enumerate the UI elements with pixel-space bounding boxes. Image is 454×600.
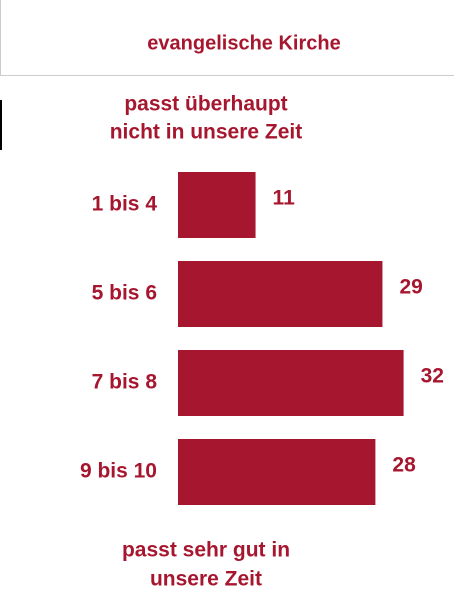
annotation-top: nicht in unsere Zeit (110, 121, 303, 144)
bar (178, 350, 404, 416)
annotation-bottom: unsere Zeit (150, 568, 262, 591)
category-label: 9 bis 10 (80, 460, 157, 483)
category-label: 1 bis 4 (92, 193, 158, 216)
chart-title: evangelische Kirche (147, 32, 340, 54)
bar (178, 261, 383, 327)
category-label: 5 bis 6 (92, 282, 157, 305)
value-label: 29 (399, 276, 422, 299)
annotation-bottom: passt sehr gut in (122, 539, 290, 562)
bar (178, 439, 376, 505)
category-label: 7 bis 8 (92, 371, 158, 394)
bar (178, 172, 256, 238)
value-label: 11 (273, 187, 296, 210)
value-label: 32 (421, 365, 444, 388)
annotation-top: passt überhaupt (124, 93, 287, 116)
value-label: 28 (392, 454, 416, 477)
